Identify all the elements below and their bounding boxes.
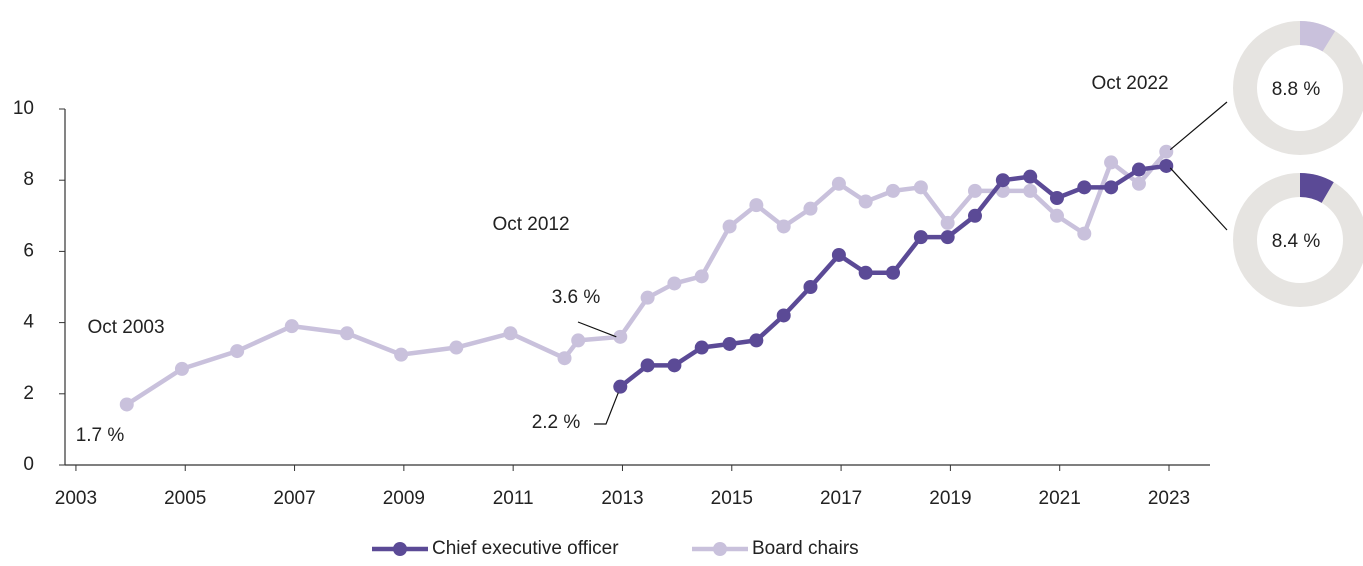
donut-slice xyxy=(1299,173,1334,204)
point xyxy=(858,194,873,209)
point xyxy=(940,230,955,245)
x-tick-label: 2003 xyxy=(55,488,97,509)
x-tick-label: 2005 xyxy=(164,488,206,509)
point xyxy=(749,333,764,348)
point xyxy=(1077,226,1092,241)
point xyxy=(967,208,982,223)
point xyxy=(858,265,873,280)
donut-label: 8.8 % xyxy=(1272,79,1321,100)
annotation: Oct 2022 xyxy=(1091,73,1168,94)
point xyxy=(174,361,189,376)
value-label: 2.2 % xyxy=(532,412,581,433)
point xyxy=(776,308,791,323)
point xyxy=(803,201,818,216)
point xyxy=(913,230,928,245)
point xyxy=(613,329,628,344)
point xyxy=(667,276,682,291)
point xyxy=(776,219,791,234)
legend-marker xyxy=(713,542,727,556)
point xyxy=(886,265,901,280)
donut-label: 8.4 % xyxy=(1272,231,1321,252)
point xyxy=(831,176,846,191)
point xyxy=(394,347,409,362)
point xyxy=(613,379,628,394)
leader-line xyxy=(577,321,617,338)
x-tick-label: 2021 xyxy=(1039,488,1081,509)
point xyxy=(284,319,299,334)
y-tick-label: 6 xyxy=(23,240,34,261)
point xyxy=(967,183,982,198)
legend-marker xyxy=(393,542,407,556)
point xyxy=(694,340,709,355)
x-tick-label: 2023 xyxy=(1148,488,1190,509)
y-tick-label: 0 xyxy=(23,454,34,475)
point xyxy=(449,340,464,355)
point xyxy=(995,173,1010,188)
x-tick-label: 2015 xyxy=(711,488,753,509)
point xyxy=(1104,180,1119,195)
point xyxy=(503,326,518,341)
x-tick-label: 2017 xyxy=(820,488,862,509)
point xyxy=(940,215,955,230)
x-tick-label: 2007 xyxy=(273,488,315,509)
x-tick-label: 2009 xyxy=(383,488,425,509)
point xyxy=(722,219,737,234)
point xyxy=(1023,169,1038,184)
point xyxy=(1104,155,1119,170)
value-label: 1.7 % xyxy=(76,425,125,446)
y-tick-label: 8 xyxy=(23,169,34,190)
y-tick-label: 4 xyxy=(23,312,34,333)
annotation: Oct 2003 xyxy=(87,317,164,338)
point xyxy=(1077,180,1092,195)
point xyxy=(119,397,134,412)
point xyxy=(640,290,655,305)
value-label: 3.6 % xyxy=(552,287,601,308)
legend-label: Chief executive officer xyxy=(432,538,619,559)
point xyxy=(886,183,901,198)
point xyxy=(1159,158,1174,173)
point xyxy=(831,247,846,262)
point xyxy=(230,344,245,359)
leader-line xyxy=(594,392,619,425)
point xyxy=(557,351,572,366)
point xyxy=(722,336,737,351)
point xyxy=(913,180,928,195)
annotation: Oct 2012 xyxy=(492,214,569,235)
point xyxy=(694,269,709,284)
point xyxy=(640,358,655,373)
point xyxy=(1159,144,1174,159)
x-tick-label: 2019 xyxy=(929,488,971,509)
point xyxy=(1049,208,1064,223)
point xyxy=(1023,183,1038,198)
point xyxy=(1131,176,1146,191)
point xyxy=(340,326,355,341)
x-tick-label: 2011 xyxy=(493,488,534,509)
point xyxy=(571,333,586,348)
x-tick-label: 2013 xyxy=(601,488,643,509)
y-tick-label: 2 xyxy=(23,383,34,404)
point xyxy=(1049,191,1064,205)
point xyxy=(803,280,818,294)
point xyxy=(1131,162,1146,177)
leader-line xyxy=(1169,167,1228,231)
legend-label: Board chairs xyxy=(752,538,859,559)
y-tick-label: 10 xyxy=(13,98,34,119)
point xyxy=(749,198,764,213)
donut-slice xyxy=(1299,21,1336,52)
leader-line xyxy=(1169,101,1228,151)
point xyxy=(667,358,682,373)
